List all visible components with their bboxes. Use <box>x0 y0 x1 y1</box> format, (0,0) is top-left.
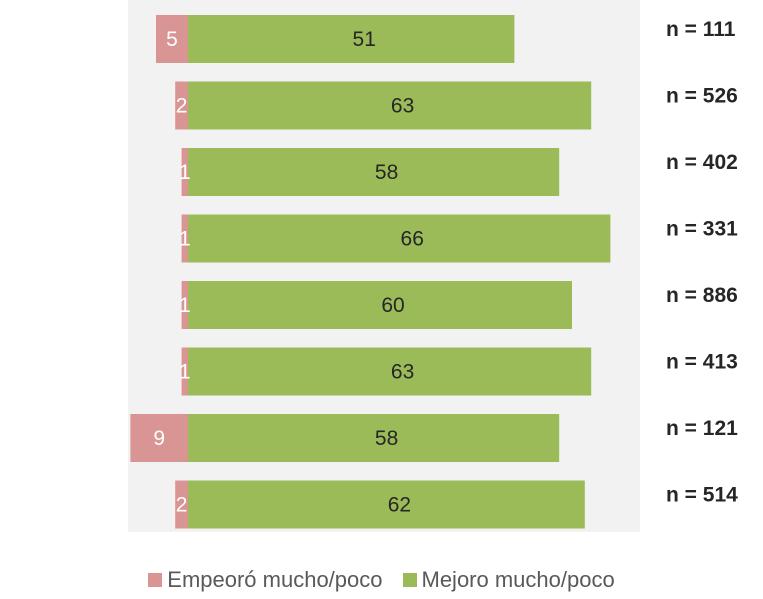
n-label: n = 121 <box>666 417 738 440</box>
data-label-empeoro: 9 <box>153 427 165 450</box>
data-label-mejoro: 51 <box>353 28 376 51</box>
legend-swatch-empeoro <box>148 573 163 587</box>
bar-mejoro <box>188 214 611 263</box>
bar-empeoro <box>130 414 188 462</box>
bar-mejoro <box>188 347 592 396</box>
data-label-empeoro: 2 <box>176 95 188 118</box>
legend-label-mejoro: Mejoro mucho/poco <box>421 567 615 592</box>
n-label: n = 331 <box>666 218 738 241</box>
data-label-empeoro: 2 <box>176 494 188 517</box>
legend-label-empeoro: Empeoró mucho/poco <box>167 567 383 592</box>
bar-mejoro <box>188 480 585 529</box>
n-labels-layer: n = 111 n = 526 n = 402 n = 331 n = 886 n = 4… <box>666 18 738 507</box>
data-label-empeoro: 1 <box>179 361 191 384</box>
bar-mejoro <box>188 281 572 329</box>
legend: Empeoró mucho/poco Mejoro mucho/poco <box>0 567 763 593</box>
bar-empeoro <box>156 15 188 63</box>
n-label: n = 886 <box>666 284 738 307</box>
bar-mejoro <box>188 15 515 63</box>
data-label-mejoro: 62 <box>388 494 411 517</box>
bar-empeoro <box>181 281 188 329</box>
data-label-empeoro: 1 <box>179 294 191 317</box>
bar-empeoro <box>175 480 188 529</box>
legend-swatch-mejoro <box>402 573 417 587</box>
data-label-mejoro: 60 <box>381 294 404 317</box>
bar-empeoro <box>181 214 188 263</box>
data-label-mejoro: 66 <box>401 228 424 251</box>
bar-mejoro <box>188 414 560 462</box>
data-label-mejoro: 63 <box>391 361 414 384</box>
data-label-mejoro: 58 <box>375 427 398 450</box>
data-label-mejoro: 63 <box>391 95 414 118</box>
data-label-empeoro: 1 <box>179 161 191 184</box>
data-label-mejoro: 58 <box>375 161 398 184</box>
data-label-empeoro: 1 <box>179 228 191 251</box>
bar-mejoro <box>188 81 592 130</box>
bar-empeoro <box>181 148 188 196</box>
bars-layer: 5 51 2 63 1 58 1 66 1 60 1 63 9 58 2 62 <box>130 15 611 529</box>
legend-item-empeoro: Empeoró mucho/poco <box>148 567 383 593</box>
n-label: n = 402 <box>666 151 738 174</box>
legend-item-mejoro: Mejoro mucho/poco <box>402 567 615 593</box>
n-label: n = 526 <box>666 85 738 108</box>
n-label: n = 111 <box>666 18 736 41</box>
bar-empeoro <box>181 347 188 396</box>
bar-empeoro <box>175 81 188 130</box>
n-label: n = 413 <box>666 351 738 374</box>
n-label: n = 514 <box>666 484 738 507</box>
bar-mejoro <box>188 148 560 196</box>
data-label-empeoro: 5 <box>166 28 178 51</box>
